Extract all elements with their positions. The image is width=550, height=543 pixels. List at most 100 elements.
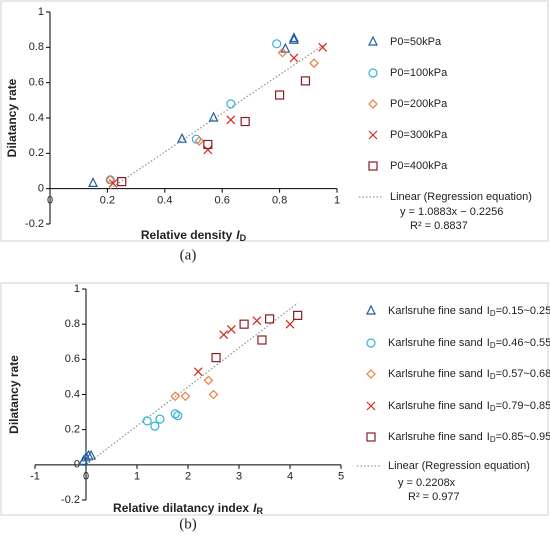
x-tick-label: 2 xyxy=(185,471,191,483)
marker xyxy=(180,391,191,402)
marker xyxy=(203,375,214,386)
x-tick-label: 5 xyxy=(338,471,344,483)
legend-name: Karlsruhe fine sand xyxy=(388,368,483,380)
trendline xyxy=(109,43,326,190)
marker xyxy=(257,335,267,345)
x-axis-title-symbol: I xyxy=(253,501,257,515)
legend-symbol: I xyxy=(487,305,490,317)
y-tick-label: 0.4 xyxy=(29,112,44,124)
marker xyxy=(142,416,152,426)
x-tick-label: 3 xyxy=(236,471,242,483)
x-tick-label: 1 xyxy=(134,471,140,483)
legend-marker xyxy=(368,161,378,171)
legend-label: Karlsruhe fine sand ID=0.15~0.25 xyxy=(388,305,550,318)
marker xyxy=(300,76,311,86)
marker xyxy=(265,314,275,324)
x-tick-label: 0.4 xyxy=(157,195,172,207)
x-axis-title-text: Relative dilatancy index xyxy=(113,501,249,515)
marker xyxy=(288,33,299,44)
legend-symbol: I xyxy=(487,337,490,349)
legend-name: P0=100kPa xyxy=(390,67,448,79)
legend-marker xyxy=(368,35,378,46)
marker xyxy=(289,53,299,63)
legend-label: P0=100kPa xyxy=(390,67,448,79)
legend-trend-label: Linear (Regression equation) xyxy=(388,460,530,472)
legend-label: Karlsruhe fine sand ID=0.57~0.68 xyxy=(388,368,550,381)
marker xyxy=(208,389,219,400)
marker xyxy=(203,139,213,150)
x-axis-title: Relative dilatancy index IR xyxy=(113,501,263,516)
legend-subscript: D xyxy=(490,404,496,413)
marker xyxy=(277,47,288,58)
y-tick-label: -0.2 xyxy=(25,218,44,230)
marker xyxy=(170,391,181,402)
caption: (a) xyxy=(180,247,197,263)
legend-marker xyxy=(366,432,376,442)
y-tick-label: 0.6 xyxy=(29,77,44,89)
legend-symbol: I xyxy=(487,431,490,443)
legend-range: =0.79~0.85 xyxy=(496,400,550,412)
legend-label: P0=300kPa xyxy=(390,129,448,141)
marker xyxy=(293,310,303,320)
legend-name: Karlsruhe fine sand xyxy=(388,305,483,317)
x-tick-label: 0 xyxy=(47,195,53,207)
marker xyxy=(285,319,295,329)
marker xyxy=(191,134,201,144)
marker xyxy=(240,116,250,127)
y-tick-label: 0.8 xyxy=(65,318,80,330)
legend-marker xyxy=(366,401,376,411)
legend-symbol: I xyxy=(487,368,490,380)
y-tick-label: 0.2 xyxy=(29,147,44,159)
equation: y = 1.0883x − 0.2256 xyxy=(400,206,503,218)
legend-range: =0.85~0.95 xyxy=(496,431,550,443)
x-axis-title: Relative density ID xyxy=(141,228,247,243)
x-tick-label: 4 xyxy=(287,471,293,483)
legend-marker xyxy=(368,99,378,109)
legend-range: =0.46~0.55 xyxy=(496,337,550,349)
x-tick-label: 0.2 xyxy=(100,195,115,207)
y-tick-label: -0.2 xyxy=(61,494,80,506)
y-tick-label: 0.4 xyxy=(65,388,80,400)
x-tick-label: 0 xyxy=(83,471,89,483)
legend-name: Karlsruhe fine sand xyxy=(388,400,483,412)
equation: y = 0.2208x xyxy=(398,477,456,489)
legend-label: Karlsruhe fine sand ID=0.79~0.85 xyxy=(388,400,550,413)
legend-label: P0=50kPa xyxy=(390,36,442,48)
marker xyxy=(177,132,187,143)
x-axis-title-subscript: D xyxy=(240,233,247,243)
marker xyxy=(226,325,236,334)
marker xyxy=(226,115,236,125)
y-tick-label: 0 xyxy=(38,183,44,195)
y-tick-label: 0.6 xyxy=(65,353,80,365)
y-axis-title: Dilatancy rate xyxy=(5,78,19,157)
legend-name: P0=300kPa xyxy=(390,129,448,141)
trendline xyxy=(85,302,299,466)
legend-name: P0=200kPa xyxy=(390,98,448,110)
legend-trend-label: Linear (Regression equation) xyxy=(390,191,532,203)
marker xyxy=(318,42,328,52)
marker xyxy=(252,316,262,326)
legend-label: Karlsruhe fine sand ID=0.85~0.95 xyxy=(388,431,550,444)
marker xyxy=(309,58,319,69)
caption: (b) xyxy=(179,516,197,532)
legend-label: Karlsruhe fine sand ID=0.46~0.55 xyxy=(388,337,550,350)
marker xyxy=(150,421,160,431)
y-tick-label: 1 xyxy=(74,283,80,295)
chart-frame xyxy=(0,0,549,242)
legend-marker xyxy=(366,304,376,315)
legend-marker xyxy=(366,338,376,348)
x-tick-label: -1 xyxy=(30,471,40,483)
marker xyxy=(208,111,219,122)
marker xyxy=(288,32,299,43)
marker xyxy=(193,367,203,377)
x-tick-label: 1 xyxy=(334,195,340,207)
r-squared: R² = 0.977 xyxy=(408,491,460,503)
marker xyxy=(86,449,97,460)
marker xyxy=(105,174,116,185)
legend-name: P0=400kPa xyxy=(390,160,448,172)
legend-subscript: D xyxy=(490,309,496,318)
marker xyxy=(108,178,118,188)
marker xyxy=(239,319,249,329)
